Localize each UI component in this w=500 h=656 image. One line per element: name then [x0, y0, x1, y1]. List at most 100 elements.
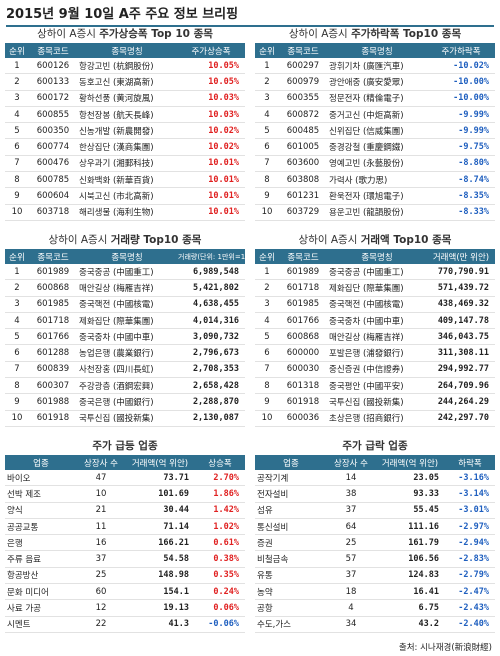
column-header: 순위: [5, 43, 29, 58]
table-cell: 25: [327, 534, 375, 552]
table-row: 선박 제조 10 101.69 1.86%: [5, 485, 245, 503]
table-cell: 5,421,802: [177, 279, 245, 297]
table-row: 6 601005 중경강철 (重慶鋼鐵) -9.75%: [255, 138, 495, 156]
table-cell: 161.79: [375, 534, 445, 552]
table-row: 비철금속 57 106.56 -2.83%: [255, 550, 495, 568]
table-cell: 중국핵전 (中國核電): [77, 296, 177, 313]
table-cell: 22: [77, 616, 125, 633]
table-cell: 603729: [279, 204, 327, 221]
table-cell: 양식: [5, 502, 77, 519]
table-cell: 3: [5, 90, 29, 107]
table-row: 9 601988 중국은행 (中國銀行) 2,288,870: [5, 393, 245, 411]
table-cell: 21: [77, 502, 125, 519]
table-cell: 603808: [279, 171, 327, 189]
table-row: 10 600036 초상은행 (招商銀行) 242,297.70: [255, 410, 495, 427]
table-cell: 244,264.29: [427, 393, 495, 411]
table-cell: 603600: [279, 155, 327, 173]
table-row: 10 603718 해리생물 (海利生物) 10.01%: [5, 204, 245, 221]
table-cell: 64: [327, 518, 375, 536]
table-cell: 601989: [279, 264, 327, 281]
table-cell: 6: [5, 344, 29, 362]
table-row: 문화 미디어 60 154.1 0.24%: [5, 583, 245, 601]
table-cell: -9.75%: [427, 138, 495, 156]
table-cell: 환욱전자 (環旭電子): [327, 187, 427, 205]
header-row: 업종 상장사 수 거래액(억 위안) 상승폭: [5, 455, 245, 470]
table-cell: 600604: [29, 187, 77, 205]
table-cell: 3,090,732: [177, 328, 245, 346]
header-row: 순위 종목코드 종목명칭 거래액(만 위안): [255, 249, 495, 264]
table-row: 유통 37 124.83 -2.79%: [255, 567, 495, 585]
table-row: 5 600485 신위집단 (信威集團) -9.99%: [255, 122, 495, 140]
table-cell: 438,469.32: [427, 296, 495, 313]
table-cell: 매안길상 (梅雁吉祥): [77, 279, 177, 297]
page-title: 2015년 9월 10일 A주 주요 정보 브리핑: [6, 3, 494, 27]
table-cell: 106.56: [375, 550, 445, 568]
table-cell: 수도,가스: [255, 616, 327, 633]
column-header: 하락폭: [445, 455, 495, 470]
table-cell: 10.03%: [177, 90, 245, 107]
table-row: 9 601918 국투신집 (國投新集) 244,264.29: [255, 393, 495, 411]
table-cell: 공공교통: [5, 518, 77, 536]
table-cell: 600485: [279, 122, 327, 140]
table-cell: 10.01%: [177, 155, 245, 173]
table-cell: 600307: [29, 377, 77, 395]
table-row: 3 600172 황하선풍 (黄河旋風) 10.03%: [5, 90, 245, 107]
table-cell: 선박 제조: [5, 485, 77, 503]
table-cell: 166.21: [125, 534, 195, 552]
table-cell: 603718: [29, 204, 77, 221]
table-row: 4 600855 항천장봉 (航天長峰) 10.03%: [5, 106, 245, 124]
table-cell: 바이오: [5, 470, 77, 487]
table-cell: 1: [255, 264, 279, 281]
table-cell: 73.71: [125, 470, 195, 487]
table-cell: 2,796,673: [177, 344, 245, 362]
table-cell: 주류 음료: [5, 550, 77, 568]
table-row: 5 600350 신농개발 (新農開發) 10.02%: [5, 122, 245, 140]
column-header: 종목명칭: [327, 43, 427, 58]
table-cell: 600355: [279, 90, 327, 107]
table-cell: 3: [255, 296, 279, 313]
column-header: 순위: [255, 43, 279, 58]
table-cell: 18: [327, 583, 375, 601]
table-cell: 2: [255, 73, 279, 91]
table-cell: -8.35%: [427, 187, 495, 205]
title-prefix: 상하이 A증시: [37, 28, 100, 40]
table-cell: 중신증권 (中信證券): [327, 361, 427, 379]
table-cell: 7: [255, 155, 279, 173]
table-cell: 증권: [255, 534, 327, 552]
table-cell: 10: [5, 410, 29, 427]
table-row: 5 600868 매안길상 (梅雁吉祥) 346,043.75: [255, 328, 495, 346]
table-cell: 문화 미디어: [5, 583, 77, 601]
table-cell: -2.97%: [445, 518, 495, 536]
table-cell: 10.01%: [177, 204, 245, 221]
table-cell: 601766: [29, 328, 77, 346]
table-row: 4 600872 중거고신 (中炬高新) -9.99%: [255, 106, 495, 124]
table-cell: 4: [327, 599, 375, 617]
table-cell: 601918: [29, 410, 77, 427]
table-cell: 2: [255, 279, 279, 297]
table-cell: 6: [5, 138, 29, 156]
table-cell: 6: [255, 344, 279, 362]
table-cell: 중국중공 (中國重工): [327, 264, 427, 281]
table-cell: 전자설비: [255, 485, 327, 503]
table-row: 3 601985 중국핵전 (中國核電) 4,638,455: [5, 296, 245, 313]
table-cell: 47: [77, 470, 125, 487]
table-block: 상하이 A증시 거래량 Top10 종목 순위 종목코드 종목명칭 거래량(단위: 1만…: [5, 232, 245, 427]
table-cell: 25: [77, 567, 125, 585]
table-cell: 2,658,428: [177, 377, 245, 395]
table-row: 사료 가공 12 19.13 0.06%: [5, 599, 245, 617]
table-cell: 0.24%: [195, 583, 245, 601]
data-table: 순위 종목코드 종목명칭 거래액(만 위안) 1 601989 중국중공 (中國重工) 770…: [255, 249, 495, 427]
table-cell: -8.33%: [427, 204, 495, 221]
column-header: 상승폭: [195, 455, 245, 470]
table-cell: 국투신집 (國投新集): [77, 410, 177, 427]
table-cell: 16: [77, 534, 125, 552]
table-cell: 601318: [279, 377, 327, 395]
table-cell: 294,992.77: [427, 361, 495, 379]
table-cell: 93.33: [375, 485, 445, 503]
table-cell: 148.98: [125, 567, 195, 585]
table-cell: 0.06%: [195, 599, 245, 617]
table-cell: 43.2: [375, 616, 445, 633]
table-row: 전자설비 38 93.33 -3.14%: [255, 485, 495, 503]
table-cell: 601985: [279, 296, 327, 313]
